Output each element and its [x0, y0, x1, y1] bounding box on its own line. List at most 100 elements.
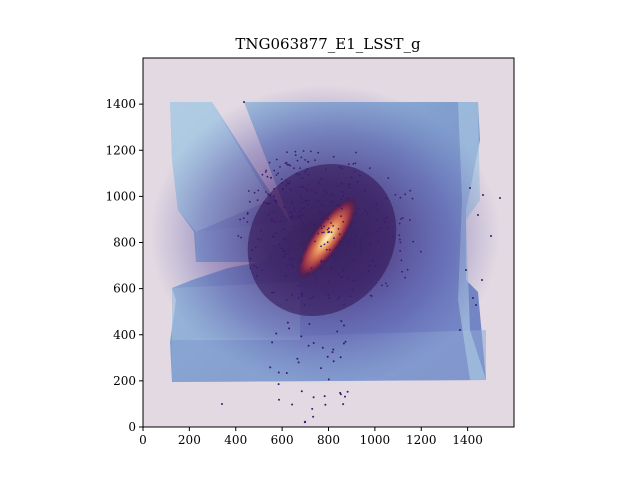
- particle-point: [267, 214, 270, 216]
- particle-point: [465, 269, 467, 271]
- particle-point: [354, 162, 357, 165]
- particle-point: [350, 224, 353, 227]
- particle-point: [337, 228, 340, 230]
- particle-point: [269, 194, 272, 197]
- particle-point: [350, 237, 353, 240]
- particle-point: [237, 235, 240, 237]
- particle-point: [329, 194, 332, 197]
- particle-point: [272, 245, 275, 247]
- particle-point: [301, 207, 304, 210]
- x-tick-label: 400: [224, 433, 247, 447]
- particle-point: [284, 162, 287, 165]
- particle-point: [394, 194, 397, 196]
- particle-point: [331, 351, 334, 354]
- particle-point: [300, 156, 303, 159]
- particle-point: [335, 246, 338, 249]
- particle-point: [279, 166, 281, 168]
- particle-point: [337, 185, 340, 188]
- particle-point: [330, 231, 333, 234]
- particle-point: [340, 198, 343, 201]
- particle-point: [312, 342, 315, 344]
- particle-point: [310, 150, 312, 153]
- particle-point: [283, 228, 286, 231]
- particle-point: [337, 204, 340, 207]
- particle-point: [270, 218, 273, 220]
- particle-point: [273, 188, 275, 190]
- y-tick-label: 0: [128, 420, 136, 434]
- particle-point: [330, 267, 333, 270]
- particle-point: [342, 220, 345, 223]
- particle-point: [323, 395, 326, 398]
- particle-point: [287, 249, 290, 252]
- particle-point: [360, 240, 362, 242]
- particle-point: [344, 340, 347, 343]
- particle-point: [320, 367, 322, 370]
- x-axis: 0 200 400 600 800 1000 1200 1400: [139, 427, 483, 447]
- particle-point: [278, 243, 281, 246]
- particle-point: [301, 177, 304, 180]
- particle-point: [357, 207, 360, 210]
- particle-point: [299, 194, 302, 197]
- particle-point: [327, 294, 330, 296]
- particle-point: [297, 361, 300, 364]
- particle-point: [346, 197, 349, 199]
- particle-point: [327, 218, 329, 221]
- particle-point: [342, 342, 345, 345]
- particle-point: [340, 207, 343, 210]
- particle-point: [249, 267, 252, 269]
- particle-point: [293, 209, 296, 212]
- particle-point: [384, 221, 386, 223]
- particle-point: [302, 222, 304, 225]
- particle-point: [339, 356, 342, 359]
- particle-point: [315, 191, 318, 194]
- particle-point: [317, 199, 320, 202]
- particle-point: [379, 227, 382, 230]
- particle-point: [400, 259, 403, 262]
- particle-point: [268, 161, 271, 164]
- particle-point: [295, 172, 298, 175]
- particle-point: [332, 225, 334, 227]
- particle-point: [477, 214, 479, 216]
- particle-point: [249, 257, 252, 260]
- particle-point: [282, 249, 285, 252]
- particle-point: [267, 193, 269, 196]
- particle-point: [285, 372, 288, 374]
- particle-point: [332, 360, 335, 363]
- particle-point: [375, 218, 378, 221]
- particle-point: [297, 215, 299, 218]
- particle-point: [321, 346, 324, 349]
- particle-point: [368, 265, 371, 267]
- particle-point: [310, 221, 312, 224]
- particle-point: [326, 228, 329, 231]
- particle-point: [256, 238, 259, 240]
- particle-point: [312, 296, 315, 299]
- particle-point: [261, 269, 263, 271]
- particle-point: [285, 179, 287, 182]
- particle-point: [307, 344, 310, 347]
- particle-point: [343, 303, 346, 306]
- particle-point: [307, 173, 310, 176]
- particle-point: [344, 395, 346, 398]
- particle-point: [359, 244, 361, 247]
- particle-point: [300, 242, 303, 245]
- particle-point: [271, 291, 273, 294]
- particle-point: [306, 272, 309, 275]
- particle-point: [303, 304, 306, 306]
- particle-point: [297, 296, 300, 299]
- particle-point: [283, 206, 286, 209]
- particle-point: [459, 329, 461, 331]
- particle-point: [399, 241, 402, 244]
- particle-point: [303, 420, 307, 424]
- particle-point: [300, 390, 303, 393]
- particle-point: [281, 188, 284, 191]
- particle-point: [280, 178, 283, 181]
- particle-point: [267, 203, 269, 205]
- particle-point: [301, 293, 303, 296]
- particle-point: [296, 357, 299, 360]
- particle-point: [296, 159, 299, 162]
- particle-point: [381, 284, 383, 287]
- particle-point: [372, 231, 374, 234]
- particle-point: [292, 207, 295, 209]
- particle-point: [272, 211, 275, 214]
- particle-point: [354, 235, 357, 238]
